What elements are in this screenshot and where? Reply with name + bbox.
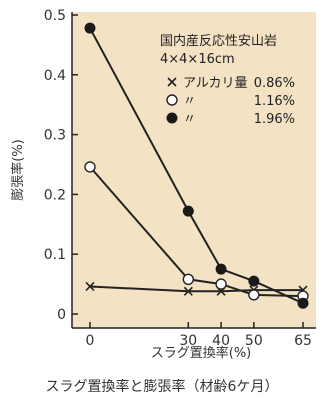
specimen-annotation: 国内産反応性安山岩 4×4×16cm [160,33,277,67]
y-tick-label: 0.2 [44,187,66,203]
data-point-series-3 [84,22,96,34]
y-tick-label: 0.4 [44,68,66,84]
y-tick-label: 0.3 [44,128,66,144]
data-point-series-3 [182,205,194,217]
data-point-series-3 [215,263,227,275]
y-axis-label: 膨張率(%) [10,139,26,201]
y-tick-label: 0.5 [44,8,66,24]
legend-value-1: 0.86% [254,76,295,91]
legend-marker-1 [167,77,177,87]
y-tick-label: 0 [57,307,66,323]
legend-value-3: 1.96% [254,112,295,127]
data-point-series-2 [182,273,195,286]
data-point-series-2 [248,289,260,301]
data-point-series-1 [85,281,95,292]
data-point-series-2 [84,161,96,173]
annotation-line-1: 国内産反応性安山岩 [160,33,277,49]
legend: アルカリ量 0.86% 〃 1.16% 〃 1.96% [166,76,295,127]
legend-value-2: 1.16% [254,94,295,109]
data-point-series-2 [215,278,227,290]
x-tick-label: 40 [212,333,230,349]
data-point-series-3 [297,297,309,309]
annotation-line-2: 4×4×16cm [160,52,235,67]
legend-label-2: 〃 [183,94,196,109]
figure-caption: スラグ置換率と膨張率（材齢6ケ月） [46,378,279,395]
x-tick-label: 50 [245,333,263,349]
axes-group: 0 0.1 0.2 0.3 0.4 0.5 0 30 40 50 65 [44,8,316,349]
legend-marker-3 [166,112,178,124]
x-tick-label: 65 [294,333,312,349]
x-tick-label: 30 [179,333,197,349]
plot-area-background [72,12,316,328]
y-tick-label: 0.1 [44,247,66,263]
series-markers [84,22,309,309]
data-point-series-1 [183,286,193,296]
legend-marker-2 [166,94,178,106]
legend-label-1: アルカリ量 [183,76,247,91]
x-axis-label: スラグ置換率(%) [151,345,252,361]
x-tick-label: 0 [86,333,95,349]
data-point-series-3 [248,275,260,287]
legend-label-3: 〃 [183,112,196,127]
